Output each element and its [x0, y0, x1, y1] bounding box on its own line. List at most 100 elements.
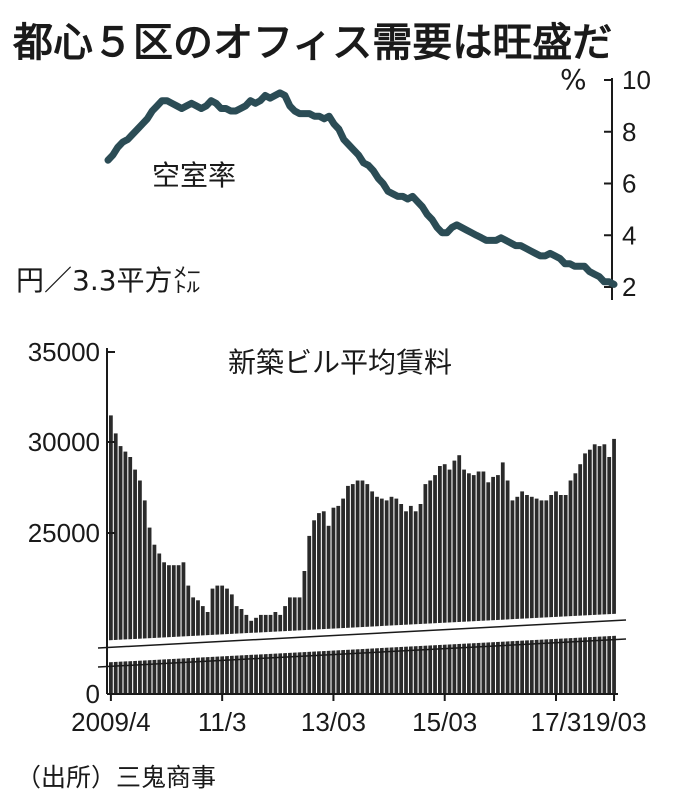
rent-bar — [152, 544, 157, 694]
rent-bar — [568, 480, 573, 694]
rent-bar — [471, 475, 476, 694]
rent-bar — [138, 480, 142, 694]
rent-bar — [486, 482, 491, 694]
vacancy-tick-label: 6 — [622, 169, 636, 199]
source-note: （出所）三鬼商事 — [16, 763, 216, 792]
vacancy-tick-label: 4 — [622, 220, 636, 250]
rent-bar — [263, 614, 268, 694]
x-tick-label: 13/03 — [301, 707, 366, 737]
rent-unit-label: 円／3.3平方㍍ — [16, 264, 201, 297]
axis-break-line-lower — [97, 638, 627, 668]
rent-bar — [254, 617, 258, 694]
rent-bar — [379, 498, 384, 694]
x-tick-label: 15/03 — [412, 707, 477, 737]
rent-bar — [481, 471, 486, 694]
rent-bar — [109, 415, 113, 694]
rent-bar — [181, 562, 186, 695]
rent-bar — [520, 491, 525, 694]
rent-bar — [147, 527, 152, 694]
rent-bar — [268, 614, 273, 694]
rent-bar — [491, 476, 495, 694]
rent-bar — [321, 511, 326, 694]
rent-bar — [549, 495, 554, 694]
rent-bar — [404, 511, 408, 694]
x-tick-label: 19/03 — [582, 707, 647, 737]
rent-bar — [394, 498, 399, 694]
rent-bar — [413, 511, 418, 694]
rent-bar — [452, 460, 457, 694]
rent-bar — [457, 455, 462, 694]
rent-bar — [592, 444, 597, 694]
rent-bar — [399, 504, 404, 694]
rent-bar — [167, 565, 171, 694]
vacancy-unit-label: % — [560, 63, 587, 96]
rent-bar — [336, 505, 341, 694]
rent-bar — [602, 444, 607, 694]
vacancy-series-label: 空室率 — [152, 159, 236, 192]
rent-bar — [607, 457, 612, 694]
rent-bar — [113, 433, 118, 694]
rent-bar — [476, 471, 481, 694]
rent-bar — [408, 505, 413, 694]
rent-bar — [384, 500, 389, 694]
rent-bar — [529, 496, 534, 694]
rent-bar — [331, 507, 336, 694]
rent-bar — [583, 453, 587, 694]
rent-bar — [307, 535, 312, 694]
rent-bar — [123, 451, 128, 694]
rent-bar — [597, 446, 602, 694]
rent-tick-label: 35000 — [28, 337, 100, 367]
rent-bar — [554, 491, 558, 694]
rent-bar — [326, 525, 331, 694]
rent-bar — [515, 496, 520, 694]
rent-bar — [317, 513, 321, 694]
rent-bar — [500, 462, 505, 694]
rent-bar — [510, 500, 515, 694]
axis-break-gap — [98, 613, 626, 663]
x-tick-label: 2009/4 — [71, 707, 151, 737]
rent-bar — [423, 484, 428, 694]
rent-bar — [612, 438, 616, 694]
rent-bar — [534, 498, 539, 694]
rent-bar — [176, 565, 181, 694]
rent-bar — [442, 464, 447, 694]
rent-bar — [133, 469, 137, 694]
rent-bar — [171, 565, 176, 694]
rent-bar — [389, 496, 394, 694]
vacancy-tick-label: 8 — [622, 117, 636, 147]
rent-bar — [505, 480, 510, 694]
chart-title: 都心５区のオフィス需要は旺盛だ — [12, 20, 612, 66]
rent-tick-label: 0 — [86, 679, 100, 709]
rent-bar — [375, 496, 379, 694]
rent-bar — [157, 553, 162, 694]
rent-bar — [142, 500, 147, 694]
rent-bar — [525, 495, 529, 694]
rent-bar — [118, 446, 123, 694]
rent-series-label: 新築ビル平均賃料 — [228, 346, 452, 379]
rent-bar — [447, 469, 452, 694]
rent-bar — [350, 484, 355, 694]
rent-bar — [346, 485, 350, 694]
vacancy-tick-label: 2 — [622, 272, 636, 302]
x-tick-label: 11/3 — [198, 707, 247, 737]
rent-bar — [360, 480, 365, 694]
rent-bar — [467, 473, 471, 694]
rent-bar — [578, 464, 583, 694]
vacancy-y-ticks: 10 8 6 4 2 — [604, 65, 651, 302]
rent-bar — [278, 614, 283, 694]
rent-bar — [539, 500, 544, 694]
rent-bar — [563, 495, 568, 694]
x-axis-ticks: 2009/4 11/3 13/03 15/03 17/3 19/03 — [71, 694, 647, 737]
rent-bar — [258, 614, 263, 694]
rent-bar — [428, 480, 433, 694]
rent-bar — [433, 475, 437, 694]
rent-bar — [437, 466, 442, 694]
rent-bar — [573, 473, 578, 694]
x-tick-label: 17/3 — [531, 707, 582, 737]
rent-bar — [355, 480, 360, 694]
rent-bar — [587, 449, 592, 694]
rent-bar — [312, 520, 316, 694]
rent-bar — [496, 475, 500, 694]
rent-bar — [370, 491, 375, 694]
